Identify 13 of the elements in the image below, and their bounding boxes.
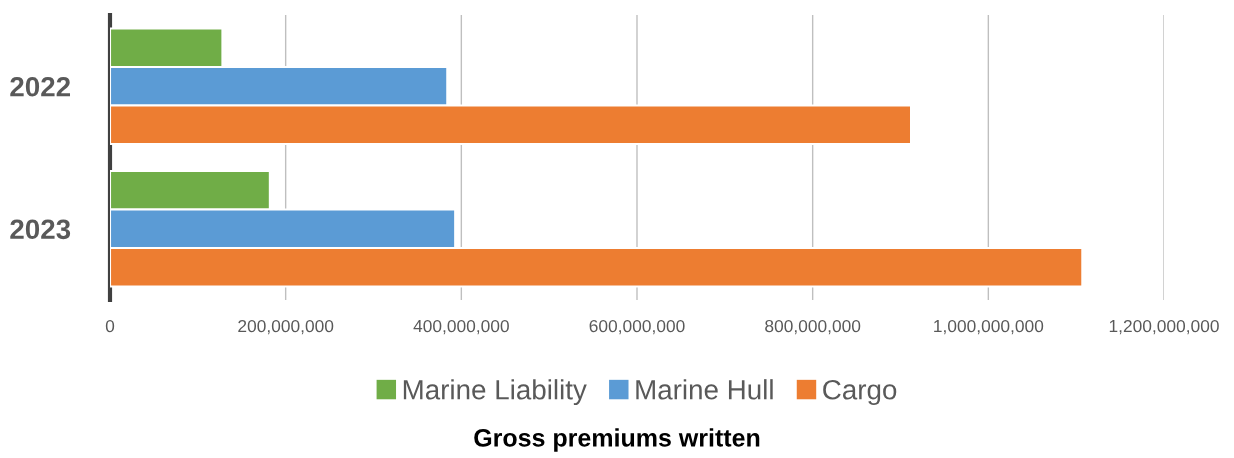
legend-label: Cargo [823,379,897,406]
x-tick-label: 600,000,000 [589,319,685,335]
text: Gross premiums written [474,428,760,452]
x-tick-label: 800,000,000 [765,319,861,335]
x-tick-label: 400,000,000 [413,319,509,335]
y-tick-label: 2023 [10,219,71,240]
x-tick-label: 0 [105,319,115,333]
x-tick-label: 200,000,000 [238,319,334,335]
y-tick-label: 2022 [10,76,70,97]
legend-label: Marine Liability [403,379,587,406]
x-tick-label: 1,000,000,000 [934,319,1044,335]
legend-label: Marine Hull [636,379,773,400]
x-tick-label: 1,200,000,000 [1109,319,1219,335]
